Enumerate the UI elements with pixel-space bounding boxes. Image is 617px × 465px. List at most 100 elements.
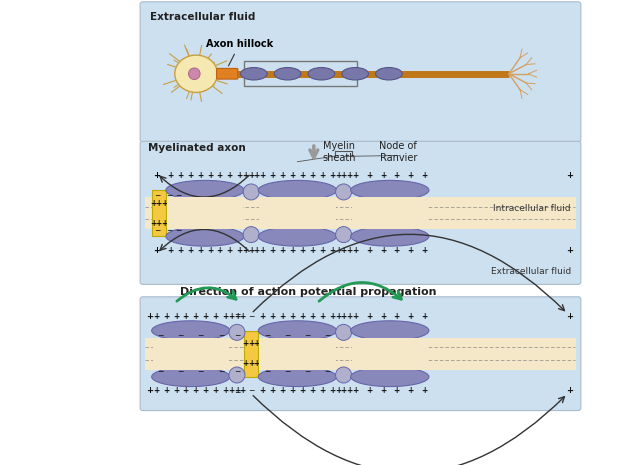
Text: +: + — [346, 246, 352, 255]
Bar — [259, 197, 336, 213]
Bar — [352, 354, 428, 370]
Text: +: + — [335, 386, 341, 396]
Text: +: + — [163, 312, 169, 321]
Text: +: + — [379, 172, 386, 180]
Ellipse shape — [243, 184, 259, 200]
Text: +: + — [341, 386, 347, 396]
Text: +: + — [248, 359, 254, 368]
Bar — [144, 197, 576, 229]
Text: +: + — [566, 312, 573, 321]
Ellipse shape — [336, 184, 352, 200]
Text: −: − — [284, 367, 291, 376]
FancyBboxPatch shape — [140, 141, 581, 285]
Text: +: + — [299, 312, 305, 321]
Text: +: + — [394, 172, 400, 180]
Bar — [352, 338, 428, 354]
Text: +: + — [299, 172, 305, 180]
Text: +: + — [319, 246, 325, 255]
Text: +: + — [146, 312, 154, 321]
Ellipse shape — [166, 226, 244, 246]
Text: +: + — [379, 312, 386, 321]
Text: −: − — [234, 310, 240, 319]
Text: +: + — [239, 386, 246, 396]
Ellipse shape — [152, 321, 230, 340]
Text: +: + — [352, 312, 358, 321]
Text: +: + — [260, 246, 266, 255]
Ellipse shape — [350, 321, 429, 340]
Text: +: + — [254, 172, 260, 180]
Text: +: + — [566, 172, 573, 180]
Text: +: + — [329, 312, 335, 321]
Text: +: + — [329, 172, 335, 180]
Text: −: − — [218, 332, 224, 340]
Text: Myelinated axon: Myelinated axon — [148, 143, 246, 153]
Text: +: + — [242, 359, 249, 368]
Text: +: + — [254, 246, 260, 255]
Text: +: + — [239, 312, 246, 321]
Text: +: + — [236, 246, 242, 255]
Text: −: − — [166, 191, 173, 200]
Text: +: + — [153, 386, 159, 396]
Text: −: − — [304, 332, 310, 340]
Text: +: + — [187, 246, 193, 255]
Text: +: + — [202, 312, 209, 321]
Text: −: − — [234, 332, 240, 340]
Text: −: − — [175, 191, 181, 200]
Text: +: + — [222, 312, 228, 321]
Text: +: + — [248, 172, 254, 180]
Ellipse shape — [259, 321, 336, 340]
Ellipse shape — [229, 325, 245, 340]
Text: +: + — [352, 172, 358, 180]
Text: +: + — [217, 172, 223, 180]
Bar — [259, 213, 336, 229]
Text: +: + — [161, 199, 167, 208]
Ellipse shape — [350, 180, 429, 200]
Text: +: + — [407, 386, 414, 396]
Ellipse shape — [336, 367, 352, 383]
Text: +: + — [366, 312, 372, 321]
Text: +: + — [212, 386, 218, 396]
Text: +: + — [379, 246, 386, 255]
Text: +: + — [335, 246, 341, 255]
Text: +: + — [173, 312, 179, 321]
Text: +: + — [289, 386, 296, 396]
Text: −: − — [234, 388, 240, 397]
Text: +: + — [222, 386, 228, 396]
Text: +: + — [254, 359, 260, 368]
Text: +: + — [421, 172, 428, 180]
Ellipse shape — [275, 67, 301, 80]
Ellipse shape — [166, 180, 244, 200]
Text: +: + — [280, 172, 286, 180]
Text: +: + — [270, 312, 276, 321]
Text: +: + — [197, 246, 203, 255]
Text: +: + — [202, 386, 209, 396]
Text: −: − — [218, 367, 224, 376]
Text: −: − — [154, 191, 160, 200]
Text: +: + — [421, 312, 428, 321]
Text: +: + — [366, 172, 372, 180]
Bar — [259, 338, 336, 354]
Text: Extracellular fluid: Extracellular fluid — [491, 266, 571, 276]
Text: +: + — [270, 172, 276, 180]
Text: +: + — [228, 312, 234, 321]
Text: +: + — [207, 246, 213, 255]
Text: +: + — [566, 386, 573, 396]
Text: +: + — [260, 386, 266, 396]
Text: +: + — [163, 386, 169, 396]
Text: −: − — [197, 332, 204, 340]
Text: −: − — [157, 332, 164, 340]
Ellipse shape — [376, 67, 402, 80]
Text: +: + — [421, 246, 428, 255]
Text: −: − — [304, 367, 310, 376]
Text: +: + — [319, 312, 325, 321]
Text: +: + — [254, 339, 260, 348]
Ellipse shape — [259, 180, 336, 200]
Ellipse shape — [350, 226, 429, 246]
Text: +: + — [309, 312, 315, 321]
Text: +: + — [309, 386, 315, 396]
Text: +: + — [280, 312, 286, 321]
Bar — [352, 197, 428, 213]
Bar — [152, 338, 229, 354]
Text: +: + — [335, 172, 341, 180]
Text: +: + — [167, 172, 173, 180]
